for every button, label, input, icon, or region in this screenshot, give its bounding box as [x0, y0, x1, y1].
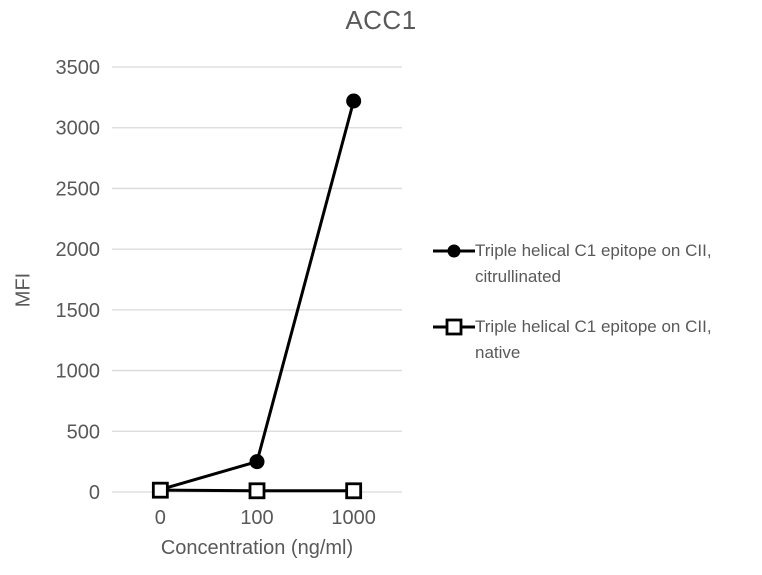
y-tick-label: 1500	[56, 300, 101, 322]
open-square-marker-icon	[433, 314, 475, 344]
data-point-open-square	[151, 481, 169, 499]
data-point-open-square	[345, 482, 363, 500]
data-point-filled-circle	[346, 93, 362, 109]
y-axis-label: MFI	[12, 272, 35, 308]
y-tick-label: 500	[67, 421, 100, 443]
legend: Triple helical C1 epitope on CII, citrull…	[433, 238, 762, 390]
y-tick-label: 2500	[56, 178, 101, 200]
y-tick-label: 3500	[56, 57, 101, 79]
data-point-filled-circle	[249, 454, 265, 470]
chart-title: ACC1	[345, 5, 417, 35]
y-tick-label: 3000	[56, 118, 101, 140]
x-tick-label: 0	[155, 507, 166, 529]
x-axis-label: Concentration (ng/ml)	[160, 537, 354, 559]
y-tick-label: 0	[89, 482, 100, 504]
y-tick-label: 2000	[56, 239, 101, 261]
legend-item: Triple helical C1 epitope on CII, native	[433, 314, 762, 366]
data-point-open-square	[248, 482, 266, 500]
legend-label: Triple helical C1 epitope on CII, native	[475, 317, 712, 362]
y-tick-label: 1000	[56, 361, 101, 383]
filled-circle-marker-icon	[433, 238, 475, 268]
x-tick-label: 1000	[331, 507, 376, 529]
legend-label: Triple helical C1 epitope on CII, citrull…	[475, 241, 712, 286]
x-tick-label: 100	[240, 507, 273, 529]
legend-item: Triple helical C1 epitope on CII, citrull…	[433, 238, 762, 290]
